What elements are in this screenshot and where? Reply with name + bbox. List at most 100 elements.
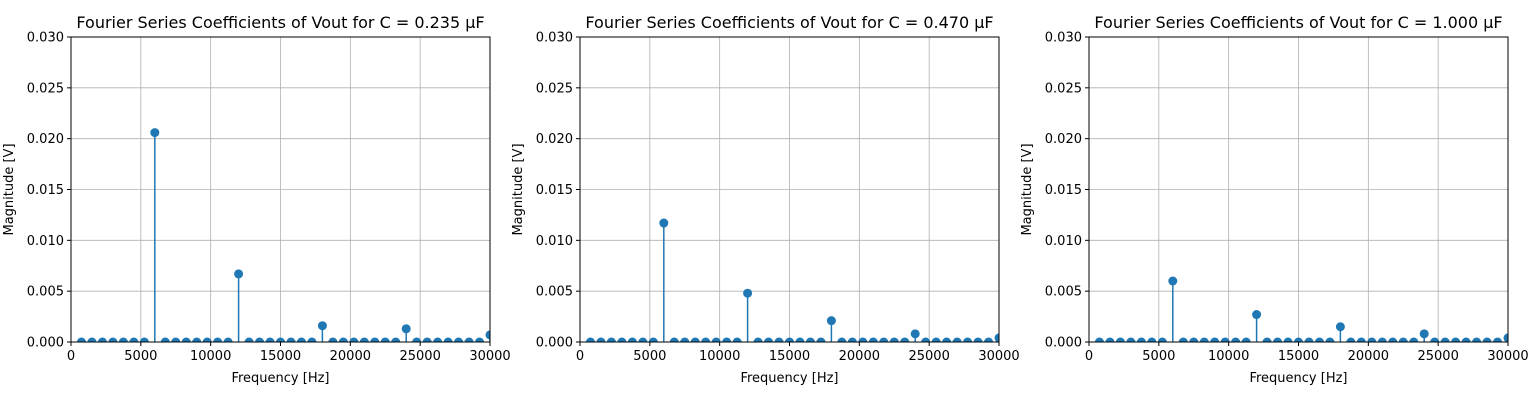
stem-marker	[1314, 337, 1324, 342]
x-tick-label: 0	[576, 349, 584, 364]
stem-marker	[1430, 337, 1440, 342]
stem-marker	[1178, 337, 1188, 342]
stem-marker	[973, 337, 983, 342]
stem-marker	[774, 337, 784, 342]
stem-marker	[213, 337, 223, 342]
x-tick-label: 0	[67, 349, 75, 364]
stem-marker	[475, 337, 485, 342]
stem-marker	[826, 316, 836, 326]
stem-marker	[1482, 337, 1492, 342]
stem-marker	[181, 337, 191, 342]
stem-marker	[921, 337, 931, 342]
y-tick-label: 0.030	[536, 31, 573, 46]
stem-marker	[837, 337, 847, 342]
y-axis-label: Magnitude [V]	[2, 143, 17, 235]
data-series	[76, 128, 490, 342]
stem-marker	[1472, 337, 1482, 342]
x-axis-label: Frequency [Hz]	[1249, 371, 1347, 386]
stem-marker	[847, 337, 857, 342]
y-tick-label: 0.015	[536, 183, 573, 198]
stem-marker	[680, 337, 690, 342]
stem-marker	[984, 337, 994, 342]
y-tick-label: 0.025	[536, 81, 573, 96]
stem-marker	[585, 337, 595, 342]
x-axis-label: Frequency [Hz]	[740, 371, 838, 386]
stem-marker	[433, 337, 443, 342]
stem-marker	[171, 337, 181, 342]
stem-marker	[380, 337, 390, 342]
stem-marker	[223, 337, 233, 342]
x-tick-label: 25000	[399, 349, 440, 364]
stem-marker	[1367, 337, 1377, 342]
stem-marker	[1493, 337, 1503, 342]
stem-marker	[659, 218, 669, 228]
stem-marker	[76, 337, 86, 342]
stem-marker	[286, 337, 296, 342]
stem-marker	[1157, 337, 1167, 342]
stem-marker	[1136, 337, 1146, 342]
x-tick-label: 30000	[978, 349, 1019, 364]
y-tick-label: 0.005	[536, 285, 573, 300]
stem-marker	[868, 337, 878, 342]
x-tick-label: 25000	[908, 349, 949, 364]
stem-marker	[150, 128, 160, 138]
x-tick-label: 25000	[1417, 349, 1458, 364]
x-tick-label: 20000	[330, 349, 371, 364]
stem-marker	[743, 288, 753, 298]
stem-marker	[1388, 337, 1398, 342]
stem-marker	[638, 337, 648, 342]
y-tick-label: 0.010	[536, 234, 573, 249]
chart-title: Fourier Series Coefficients of Vout for …	[76, 13, 484, 32]
stem-marker	[244, 337, 254, 342]
stem-marker	[1231, 337, 1241, 342]
stem-marker	[1105, 337, 1115, 342]
stem-marker	[753, 337, 763, 342]
stem-marker	[1377, 337, 1387, 342]
stem-marker	[942, 337, 952, 342]
stem-marker	[139, 337, 149, 342]
stem-marker	[1262, 337, 1272, 342]
chart-title: Fourier Series Coefficients of Vout for …	[585, 13, 993, 32]
stem-marker	[931, 337, 941, 342]
stem-marker	[732, 337, 742, 342]
stem-marker	[690, 337, 700, 342]
stem-marker	[108, 337, 118, 342]
stem-marker	[192, 337, 202, 342]
data-series	[1094, 276, 1508, 342]
stem-marker	[1409, 337, 1419, 342]
stem-marker	[606, 337, 616, 342]
stem-marker	[952, 337, 962, 342]
y-tick-label: 0.005	[1045, 285, 1082, 300]
stem-marker	[454, 337, 464, 342]
x-tick-label: 20000	[839, 349, 880, 364]
y-tick-label: 0.005	[27, 285, 64, 300]
x-tick-label: 5000	[124, 349, 157, 364]
x-tick-label: 15000	[769, 349, 810, 364]
stem-marker	[1283, 337, 1293, 342]
stem-marker	[701, 337, 711, 342]
stem-marker	[627, 337, 637, 342]
stem-marker	[328, 337, 338, 342]
stem-marker	[1220, 337, 1230, 342]
y-axis-label: Magnitude [V]	[1020, 143, 1035, 235]
stem-marker	[1189, 337, 1199, 342]
y-axis-label: Magnitude [V]	[511, 143, 526, 235]
stem-marker	[900, 337, 910, 342]
stem-marker	[1199, 337, 1209, 342]
chart-title: Fourier Series Coefficients of Vout for …	[1094, 13, 1502, 32]
y-tick-label: 0.020	[1045, 132, 1082, 147]
y-tick-label: 0.010	[1045, 234, 1082, 249]
stem-marker	[234, 269, 244, 279]
stem-marker	[1335, 322, 1345, 332]
y-tick-label: 0.020	[27, 132, 64, 147]
stem-marker	[1115, 337, 1125, 342]
y-tick-label: 0.030	[27, 31, 64, 46]
stem-marker	[910, 329, 920, 339]
x-tick-label: 5000	[633, 349, 666, 364]
x-tick-label: 20000	[1348, 349, 1389, 364]
x-tick-label: 10000	[699, 349, 740, 364]
stem-marker	[265, 337, 275, 342]
stem-marker	[443, 337, 453, 342]
stem-marker	[1094, 337, 1104, 342]
y-tick-label: 0.010	[27, 234, 64, 249]
